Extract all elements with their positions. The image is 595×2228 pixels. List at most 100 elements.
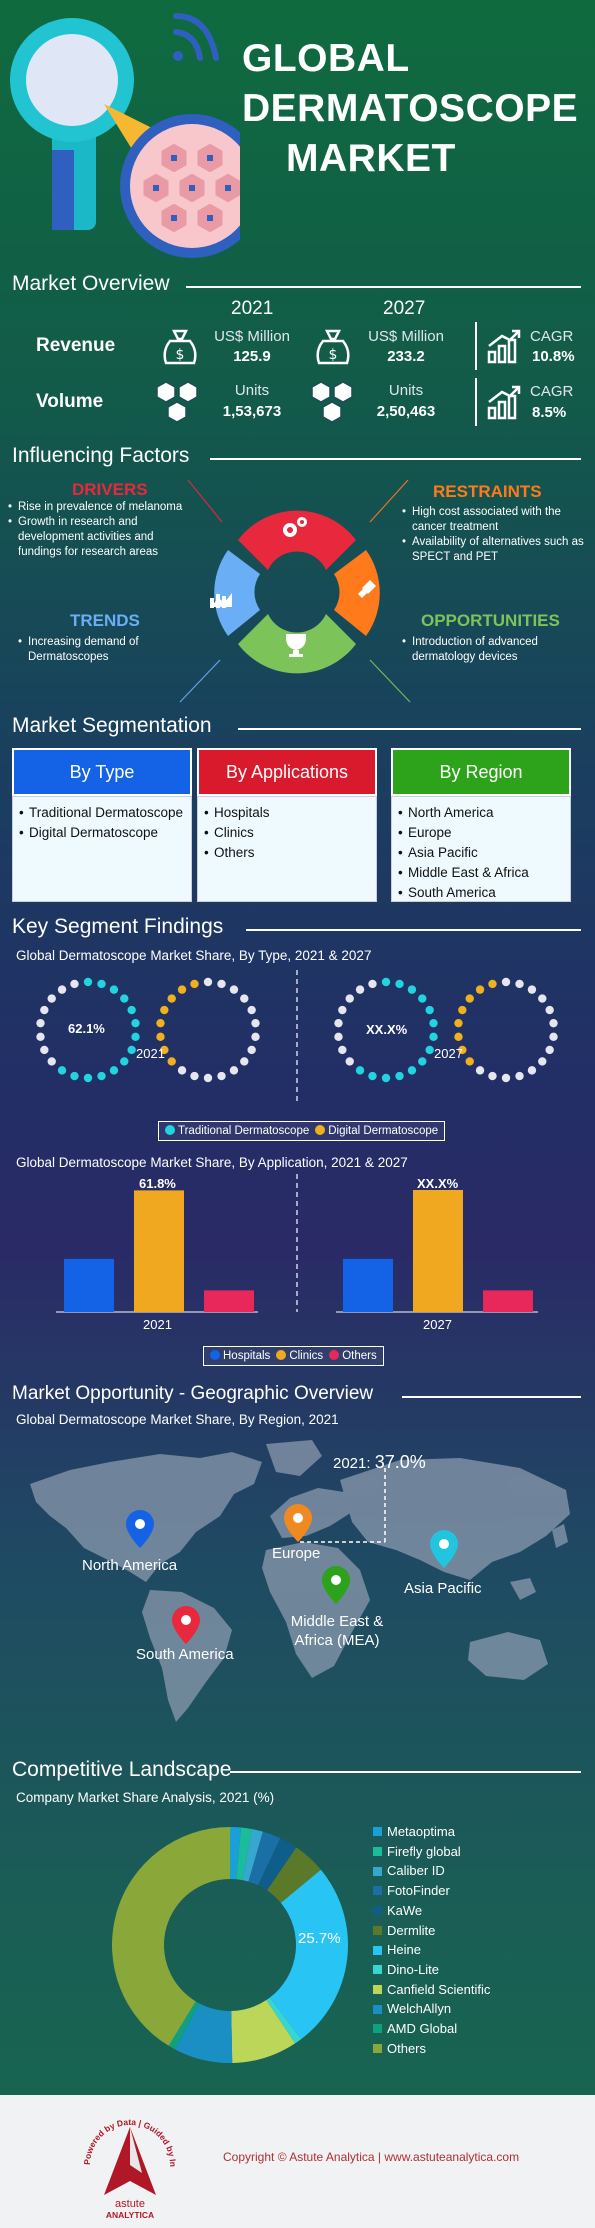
legend-item: Traditional Dermatoscope: [165, 1125, 309, 1137]
legend-item: Canfield Scientific: [373, 1980, 490, 2000]
ring-dot: [251, 1018, 260, 1028]
legend-item: KaWe: [373, 1901, 490, 1921]
ring-dot: [407, 985, 417, 994]
list-item: North America: [398, 803, 564, 823]
volume-unit-2021: Units: [234, 382, 270, 399]
geo-title: Market Opportunity - Geographic Overview: [12, 1383, 374, 1404]
donut-slice-amd-global: [168, 2001, 200, 2050]
ring-dot: [190, 1071, 199, 1081]
competitive-subtitle: Company Market Share Analysis, 2021 (%): [16, 1790, 275, 1805]
ring-dot: [538, 1057, 547, 1066]
ring-dot: [527, 1066, 537, 1075]
bar-others-2021: [204, 1290, 254, 1312]
world-map: [30, 1440, 570, 1722]
ring-dot: [488, 979, 497, 989]
ring-dot: [160, 1045, 169, 1055]
drivers-label: DRIVERS: [72, 480, 148, 499]
type-share-dot-rings: [36, 970, 558, 1105]
footer: Powered by Data | Guided by Intelligence…: [0, 2095, 595, 2228]
svg-text:$: $: [329, 347, 338, 363]
legend-swatch: [373, 1866, 382, 1876]
ring-dot: [334, 1032, 343, 1042]
legend-swatch: [373, 1925, 382, 1935]
legend-item: Dermlite: [373, 1921, 490, 1941]
opportunities-label: OPPORTUNITIES: [421, 611, 560, 630]
ring-dot: [345, 1057, 354, 1066]
copyright-text[interactable]: Copyright © Astute Analytica | www.astut…: [223, 2150, 520, 2164]
competitive-title: Competitive Landscape: [12, 1758, 232, 1781]
money-bag-icon: $: [163, 329, 197, 365]
legend-label: Hospitals: [223, 1350, 271, 1362]
region-north-america: North America: [82, 1557, 178, 1574]
ring-dot: [538, 994, 547, 1003]
volume-label: Volume: [36, 391, 104, 412]
revenue-value-2021: 125.9: [233, 348, 271, 365]
ring-dot: [36, 1032, 45, 1042]
trends-label: TRENDS: [70, 611, 140, 630]
company-legend: Metaoptima Firefly global Caliber ID Fot…: [373, 1822, 490, 2058]
legend-item: FotoFinder: [373, 1881, 490, 1901]
ring-dot: [203, 1073, 213, 1083]
svg-text:ANALYTICA: ANALYTICA: [106, 2210, 154, 2220]
ring-dot: [190, 979, 199, 989]
legend-item: Others: [373, 2039, 490, 2059]
legend-label: Dino-Lite: [387, 1961, 440, 1977]
segment-list: Traditional Dermatoscope Digital Dermato…: [12, 796, 192, 902]
legend-label: Caliber ID: [387, 1863, 445, 1879]
title-line-3: MARKET: [286, 137, 456, 180]
revenue-value-2027: 233.2: [387, 348, 425, 365]
legend-item: Firefly global: [373, 1842, 490, 1862]
ring-dot: [345, 994, 354, 1003]
region-asia-pacific: Asia Pacific: [404, 1580, 482, 1597]
legend-swatch: [373, 1945, 382, 1955]
geo-subtitle: Global Dermatoscope Market Share, By Reg…: [16, 1412, 339, 1427]
ring-dot: [177, 985, 187, 994]
ring-dot: [454, 1032, 463, 1042]
page-title: GLOBAL DERMATOSCOPE MARKET: [242, 34, 578, 184]
legend-label: Others: [387, 2040, 427, 2056]
geo-callout: 2021: 37.0%: [333, 1452, 426, 1473]
list-item: Increasing demand of Dermatoscopes: [18, 635, 168, 665]
ring-dot: [549, 1032, 558, 1042]
ring-dot: [334, 1018, 343, 1028]
list-item: South America: [398, 883, 564, 903]
svg-text:astute: astute: [115, 2198, 145, 2210]
app-legend: Hospitals Clinics Others: [203, 1346, 384, 1366]
cubes-icon: [156, 381, 198, 423]
ring-dot: [488, 1071, 497, 1081]
type-legend: Traditional Dermatoscope Digital Dermato…: [158, 1121, 446, 1141]
legend-label: KaWe: [387, 1902, 423, 1918]
ring-dot: [355, 985, 365, 994]
ring-dot: [240, 1057, 249, 1066]
legend-label: Clinics: [289, 1350, 324, 1362]
ring-dot: [458, 1005, 467, 1015]
revenue-label: Revenue: [36, 335, 116, 356]
divider: [238, 728, 581, 730]
legend-item: Hospitals: [210, 1350, 270, 1362]
findings-title: Key Segment Findings: [12, 915, 224, 938]
year-2021: 2021: [231, 298, 274, 319]
ring-dot: [515, 1071, 524, 1081]
list-item: Europe: [398, 823, 564, 843]
ring-dot: [454, 1018, 463, 1028]
ring-dot: [203, 977, 213, 987]
factors-wheel: [179, 479, 411, 703]
ring-dot: [109, 985, 119, 994]
legend-item: AMD Global: [373, 2019, 490, 2039]
ring-dot: [395, 979, 404, 989]
ring-dot: [57, 1066, 67, 1075]
ring-dot: [40, 1045, 49, 1055]
restraints-label: RESTRAINTS: [433, 482, 542, 501]
ring-dot: [501, 977, 511, 987]
legend-swatch: [373, 1984, 382, 1994]
revenue-cagr-value: 10.8%: [532, 348, 575, 365]
legend-swatch: [373, 2024, 382, 2034]
legend-label: Traditional Dermatoscope: [178, 1125, 310, 1137]
legend-item: Others: [329, 1350, 377, 1362]
trends-list: Increasing demand of Dermatoscopes: [18, 635, 168, 665]
ring-dot: [120, 1057, 129, 1066]
ring-dot: [475, 985, 485, 994]
pin-icons: [126, 1504, 458, 1644]
ring-dot: [251, 1032, 260, 1042]
